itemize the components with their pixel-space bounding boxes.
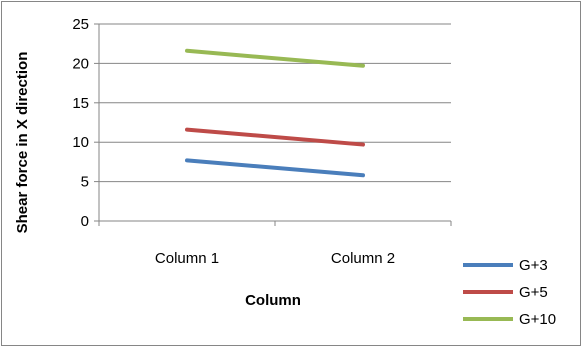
series-line-3: [185, 48, 365, 68]
y-tick-labels: 0 5 10 15 20 25: [72, 16, 89, 230]
y-tick-label: 5: [81, 174, 89, 191]
x-tick-labels: Column 1 Column 2: [155, 250, 395, 267]
x-axis-title: Column: [245, 292, 301, 309]
series-line-1: [185, 158, 365, 178]
series-lines: [185, 48, 365, 178]
x-tick-label: Column 2: [331, 250, 395, 267]
y-tick-label: 20: [72, 55, 89, 72]
legend-label: G+10: [519, 311, 556, 328]
y-tick-label: 0: [81, 213, 89, 230]
y-tick-label: 25: [72, 16, 89, 33]
series-line-2: [185, 127, 365, 147]
legend-label: G+5: [519, 284, 548, 301]
y-tick-label: 10: [72, 134, 89, 151]
x-tick-label: Column 1: [155, 250, 219, 267]
legend-label: G+3: [519, 257, 548, 274]
y-tick-label: 15: [72, 95, 89, 112]
gridlines: [94, 23, 451, 222]
legend: G+3 G+5 G+10: [463, 257, 556, 328]
y-axis-title: Shear force in X direction: [14, 52, 31, 234]
axes: [98, 24, 452, 226]
